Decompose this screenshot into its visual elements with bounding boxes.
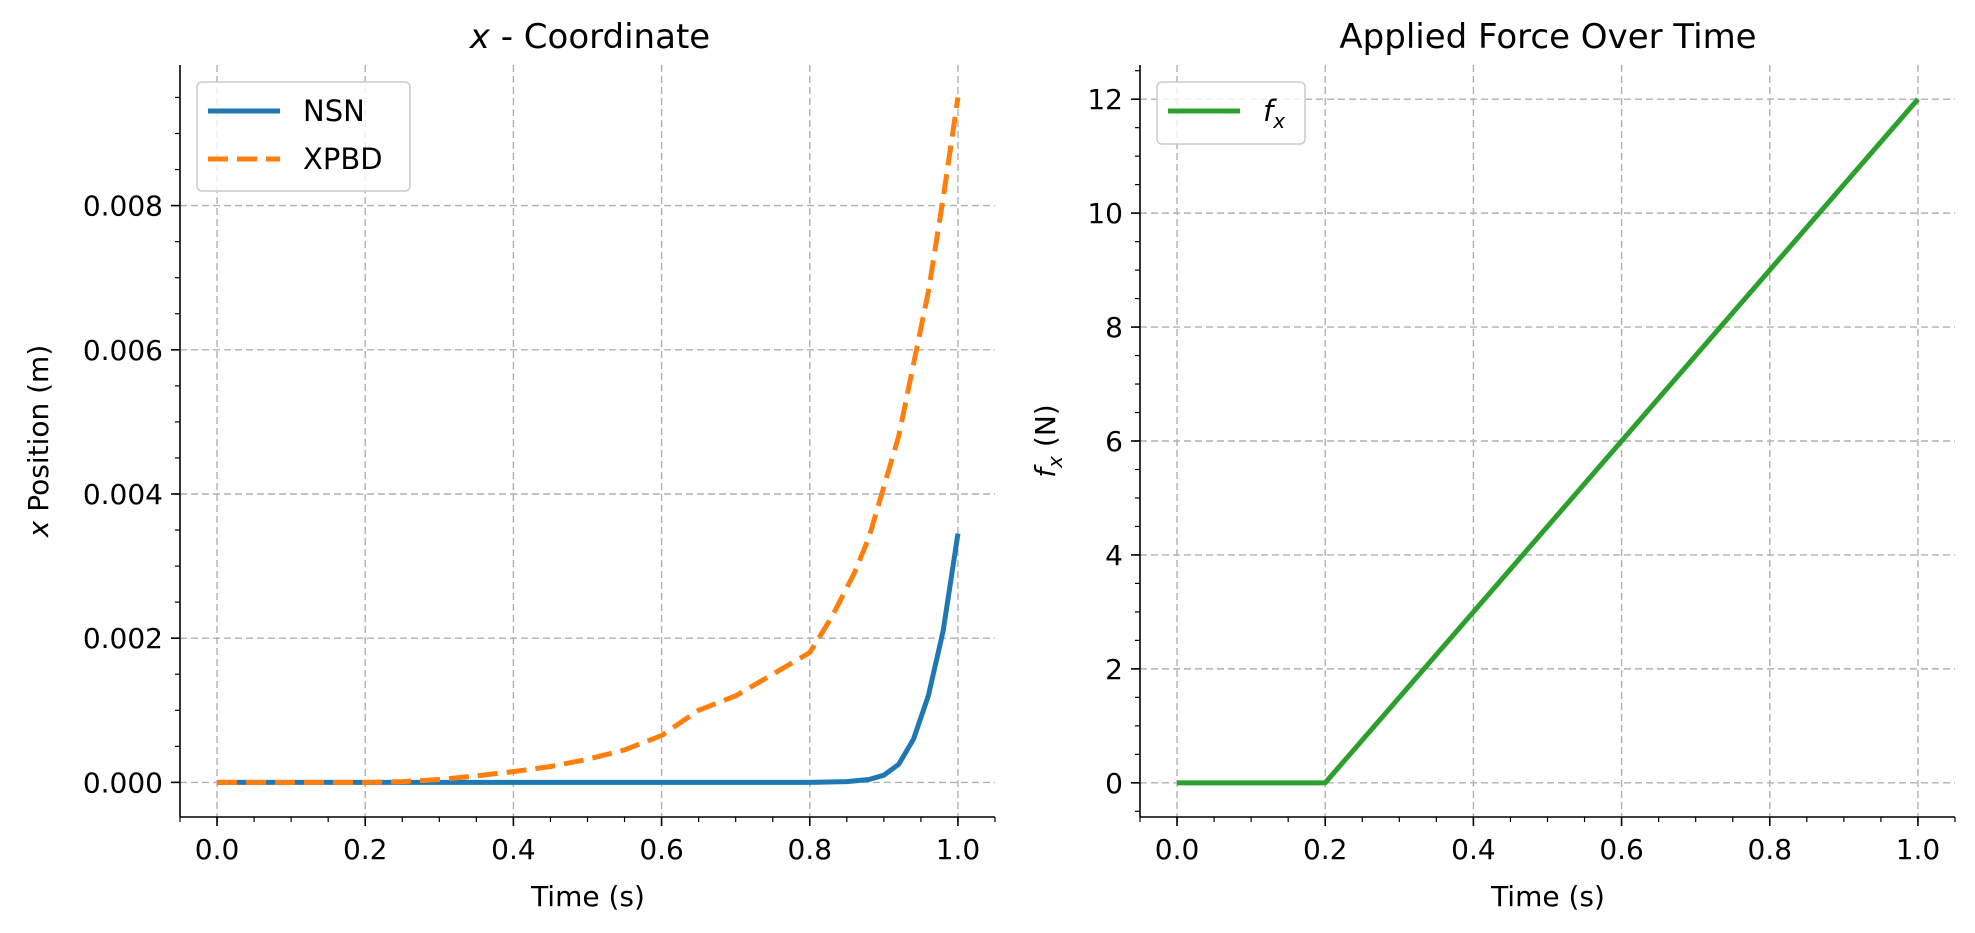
left-x-tick-label: 0.8	[788, 833, 833, 866]
left-y-tick-label: 0.002	[83, 622, 163, 655]
right-y-tick-label: 10	[1087, 197, 1123, 230]
right-y-tick-label: 2	[1105, 653, 1123, 686]
right-legend-sub: x	[1272, 109, 1285, 133]
left-chart-title: x - Coordinate	[469, 17, 710, 57]
right-y-label-rest: (N)	[1029, 404, 1062, 456]
left-x-tick-label: 0.6	[639, 833, 684, 866]
left-title-rest: - Coordinate	[490, 17, 710, 57]
left-y-tick-label: 0.004	[83, 478, 163, 511]
left-x-tick-label: 1.0	[936, 833, 981, 866]
right-x-tick-label: 1.0	[1896, 833, 1941, 866]
right-grid	[1140, 65, 1955, 817]
right-ticks: 0.0 0.2 0.4 0.6 0.8 1.0 0 2 4 6 8 10 12	[1087, 70, 1956, 866]
left-legend-nsn-label: NSN	[303, 94, 365, 128]
right-y-tick-label: 8	[1105, 311, 1123, 344]
left-x-axis-label: Time (s)	[530, 880, 645, 913]
left-series-1-line	[217, 97, 961, 785]
left-ticks: 0.0 0.2 0.4 0.6 0.8 1.0 0.000 0.002 0.004 0.006 0.…	[83, 96, 996, 866]
left-y-label-italic: x	[22, 520, 55, 538]
right-y-axis-label: fx (N)	[1029, 404, 1067, 477]
left-legend: NSN XPBD	[196, 81, 411, 192]
left-y-axis-label: x Position (m)	[22, 345, 55, 539]
right-y-tick-label: 0	[1105, 767, 1123, 800]
right-y-label-sub: x	[1043, 456, 1067, 469]
right-x-tick-label: 0.0	[1155, 833, 1200, 866]
right-x-tick-label: 0.2	[1303, 833, 1348, 866]
right-y-tick-label: 6	[1105, 425, 1123, 458]
right-y-tick-label: 4	[1105, 539, 1123, 572]
right-x-tick-label: 0.8	[1748, 833, 1793, 866]
right-series-0-line	[1177, 97, 1920, 786]
left-y-tick-label: 0.006	[83, 334, 163, 367]
right-x-tick-label: 0.4	[1451, 833, 1496, 866]
left-chart-panel: 0.0 0.2 0.4 0.6 0.8 1.0 0.000 0.002 0.004 0.006 0.…	[22, 17, 996, 913]
right-x-tick-label: 0.6	[1599, 833, 1644, 866]
left-title-italic: x	[469, 17, 491, 57]
right-y-tick-label: 12	[1087, 83, 1123, 116]
left-series-0-line	[217, 533, 961, 785]
left-y-tick-label: 0.008	[83, 190, 163, 223]
right-legend: fx	[1156, 81, 1306, 145]
right-chart-title: Applied Force Over Time	[1339, 17, 1756, 57]
right-plot-lines	[1177, 97, 1920, 786]
right-chart-panel: 0.0 0.2 0.4 0.6 0.8 1.0 0 2 4 6 8 10 12 Applied Forc…	[1029, 17, 1956, 913]
right-x-axis-label: Time (s)	[1490, 880, 1605, 913]
left-legend-xpbd-label: XPBD	[303, 142, 383, 176]
left-y-tick-label: 0.000	[83, 766, 163, 799]
left-x-tick-label: 0.0	[195, 833, 240, 866]
left-x-tick-label: 0.2	[343, 833, 388, 866]
left-x-tick-label: 0.4	[491, 833, 536, 866]
left-plot-lines	[217, 97, 961, 785]
left-y-label-rest: Position (m)	[22, 345, 55, 521]
